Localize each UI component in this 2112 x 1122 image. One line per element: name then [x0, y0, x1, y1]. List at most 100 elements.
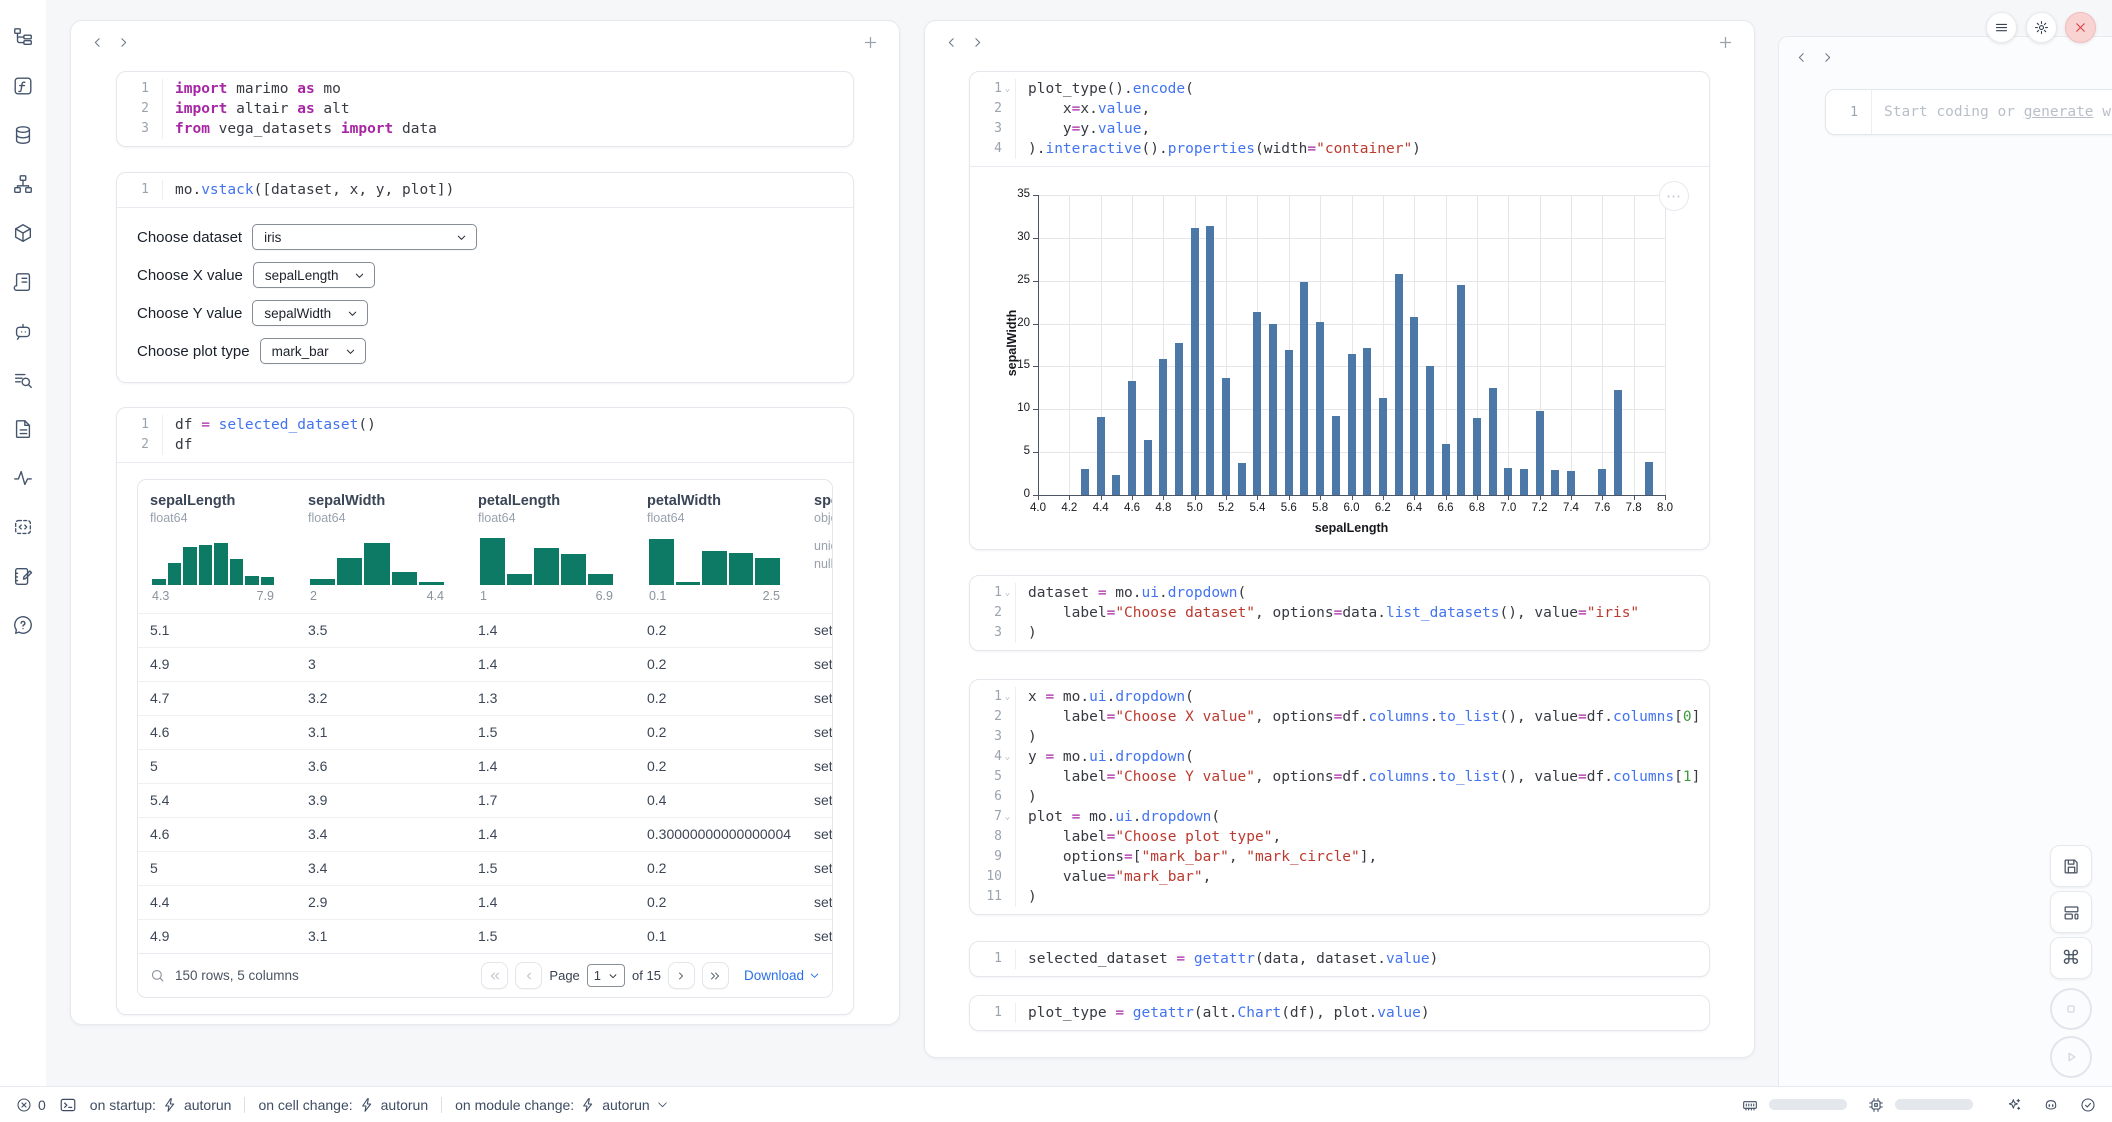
table-column-header[interactable]: speciesobjectuniquenulls: — [802, 480, 832, 613]
column-next-icon[interactable] — [971, 32, 997, 52]
code-editor-imports[interactable]: 1import marimo as mo2import altair as al… — [117, 72, 853, 146]
prev-page-button[interactable] — [515, 962, 542, 989]
table-cell: 3.5 — [296, 614, 466, 647]
chart-bar — [1504, 468, 1512, 495]
dependency-graph-icon[interactable] — [12, 173, 34, 195]
on-cell-change-mode[interactable]: on cell change: autorun — [258, 1097, 428, 1113]
code-editor-xyplot-dropdowns[interactable]: 1⌄x = mo.ui.dropdown(2 label="Choose X v… — [970, 680, 1709, 914]
menu-button[interactable] — [1986, 12, 2017, 43]
histogram-bar — [755, 558, 780, 585]
code-editor-plot[interactable]: 1⌄plot_type().encode(2 x=x.value,3 y=y.v… — [970, 72, 1709, 166]
add-cell-icon[interactable] — [1717, 34, 1734, 51]
save-button[interactable] — [2050, 845, 2092, 887]
chevron-down-icon — [456, 232, 467, 243]
page-select[interactable]: 1 — [587, 964, 625, 987]
column-2-header — [925, 21, 1754, 51]
on-startup-mode[interactable]: on startup: autorun — [90, 1097, 232, 1113]
code-editor-df[interactable]: 1df = selected_dataset()2df — [117, 408, 853, 462]
chevron-down-icon — [656, 1098, 669, 1111]
histogram-bar — [729, 553, 754, 585]
scratchpad-cell[interactable]: 1 Start coding or generate with — [1825, 89, 2112, 135]
help-icon[interactable] — [12, 614, 34, 636]
settings-button[interactable] — [2026, 12, 2057, 43]
stop-button[interactable] — [2050, 988, 2092, 1030]
code-line: 1selected_dataset = getattr(data, datase… — [970, 949, 1709, 969]
column-next-icon[interactable] — [117, 32, 143, 52]
add-cell-icon[interactable] — [862, 34, 879, 51]
table-column-header[interactable]: petalWidthfloat640.12.5 — [635, 480, 802, 613]
histogram-range: 4.37.9 — [152, 589, 274, 603]
command-palette-button[interactable]: ⌘ — [2050, 937, 2092, 979]
generate-link[interactable]: generate — [2024, 104, 2094, 120]
column-histogram — [480, 537, 613, 585]
table-cell: setosa — [802, 784, 832, 817]
x-tick-label: 6.4 — [1398, 502, 1430, 514]
functions-icon[interactable] — [12, 75, 34, 97]
column-prev-icon[interactable] — [945, 32, 971, 52]
scratchpad-icon[interactable] — [12, 565, 34, 587]
next-page-button[interactable] — [668, 962, 695, 989]
table-cell: 0.1 — [635, 920, 802, 953]
plot-type-select[interactable]: mark_bar — [260, 338, 366, 364]
code-editor-selected-dataset[interactable]: 1selected_dataset = getattr(data, datase… — [970, 942, 1709, 976]
table-row: 5.43.91.70.4setosa — [138, 783, 832, 817]
page-count-label: of 15 — [632, 968, 661, 983]
layout-button[interactable] — [2050, 891, 2092, 933]
table-cell: 0.4 — [635, 784, 802, 817]
panel-next-icon[interactable] — [1821, 47, 1847, 67]
documentation-icon[interactable] — [12, 418, 34, 440]
dataset-select[interactable]: iris — [252, 224, 477, 250]
chevron-down-icon — [345, 346, 356, 357]
histogram-bar — [199, 545, 213, 585]
chart-bar — [1285, 350, 1293, 495]
code-line: 3) — [970, 727, 1709, 747]
code-editor-vstack[interactable]: 1mo.vstack([dataset, x, y, plot]) — [117, 173, 853, 207]
shutdown-button[interactable] — [2065, 12, 2096, 43]
table-cell: setosa — [802, 818, 832, 851]
code-editor-plot-type[interactable]: 1plot_type = getattr(alt.Chart(df), plot… — [970, 996, 1709, 1030]
logs-icon[interactable] — [12, 271, 34, 293]
table-column-header[interactable]: sepalWidthfloat6424.4 — [296, 480, 466, 613]
status-bar: 0 on startup: autorun on cell change: au… — [0, 1086, 2112, 1122]
gridline — [1069, 195, 1070, 495]
x-tick-label: 7.0 — [1492, 502, 1524, 514]
copilot-button[interactable] — [2043, 1097, 2059, 1113]
table-column-header[interactable]: petalLengthfloat6416.9 — [466, 480, 635, 613]
notebook-column-2: 1⌄plot_type().encode(2 x=x.value,3 y=y.v… — [924, 20, 1755, 1058]
ai-sparkles-button[interactable] — [2006, 1097, 2022, 1113]
download-button[interactable]: Download — [744, 968, 820, 983]
error-indicator[interactable]: 0 — [16, 1097, 46, 1113]
tracing-icon[interactable] — [12, 467, 34, 489]
code-line: 2 x=x.value, — [970, 99, 1709, 119]
run-button[interactable] — [2050, 1036, 2092, 1078]
file-explorer-icon[interactable] — [12, 26, 34, 48]
histogram-bar — [392, 572, 417, 585]
code-editor-dataset-dropdown[interactable]: 1⌄dataset = mo.ui.dropdown(2 label="Choo… — [970, 576, 1709, 650]
packages-icon[interactable] — [12, 222, 34, 244]
column-prev-icon[interactable] — [91, 32, 117, 52]
snippets-icon[interactable] — [12, 369, 34, 391]
x-value-select[interactable]: sepalLength — [253, 262, 376, 288]
gridline — [1602, 195, 1603, 495]
connection-status-button[interactable] — [2080, 1097, 2096, 1113]
column-histogram — [649, 537, 780, 585]
histogram-bar — [364, 543, 389, 585]
chart-actions-icon[interactable]: ⋯ — [1659, 181, 1689, 211]
terminal-button[interactable] — [59, 1096, 77, 1114]
histogram-bar — [183, 547, 197, 585]
first-page-button[interactable] — [481, 962, 508, 989]
on-module-change-mode[interactable]: on module change: autorun — [455, 1097, 669, 1113]
command-icon: ⌘ — [2062, 947, 2081, 969]
x-tick-label: 6.0 — [1336, 502, 1368, 514]
search-icon[interactable] — [150, 968, 165, 983]
last-page-button[interactable] — [702, 962, 729, 989]
histogram-bar — [310, 579, 335, 585]
code-line: 6) — [970, 787, 1709, 807]
panel-prev-icon[interactable] — [1795, 47, 1821, 67]
y-value-select[interactable]: sepalWidth — [252, 300, 368, 326]
table-cell: setosa — [802, 852, 832, 885]
outline-icon[interactable] — [12, 516, 34, 538]
table-column-header[interactable]: sepalLengthfloat644.37.9 — [138, 480, 296, 613]
ai-chat-icon[interactable] — [12, 320, 34, 342]
datasources-icon[interactable] — [12, 124, 34, 146]
